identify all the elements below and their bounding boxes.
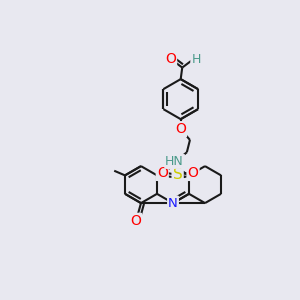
Text: HN: HN — [165, 155, 184, 168]
Text: O: O — [188, 166, 199, 180]
Text: O: O — [157, 166, 168, 180]
Text: O: O — [130, 214, 141, 228]
Text: O: O — [165, 52, 176, 66]
Text: H: H — [191, 52, 201, 66]
Text: N: N — [168, 196, 178, 210]
Text: O: O — [175, 122, 186, 136]
Text: O: O — [175, 122, 186, 136]
Text: O: O — [165, 52, 176, 66]
Text: H: H — [191, 52, 201, 66]
Text: N: N — [168, 196, 178, 210]
Text: S: S — [173, 167, 182, 182]
Text: O: O — [130, 214, 141, 228]
Text: S: S — [173, 167, 182, 182]
Text: O: O — [188, 166, 199, 180]
Text: O: O — [157, 166, 168, 180]
Text: HN: HN — [165, 155, 184, 168]
